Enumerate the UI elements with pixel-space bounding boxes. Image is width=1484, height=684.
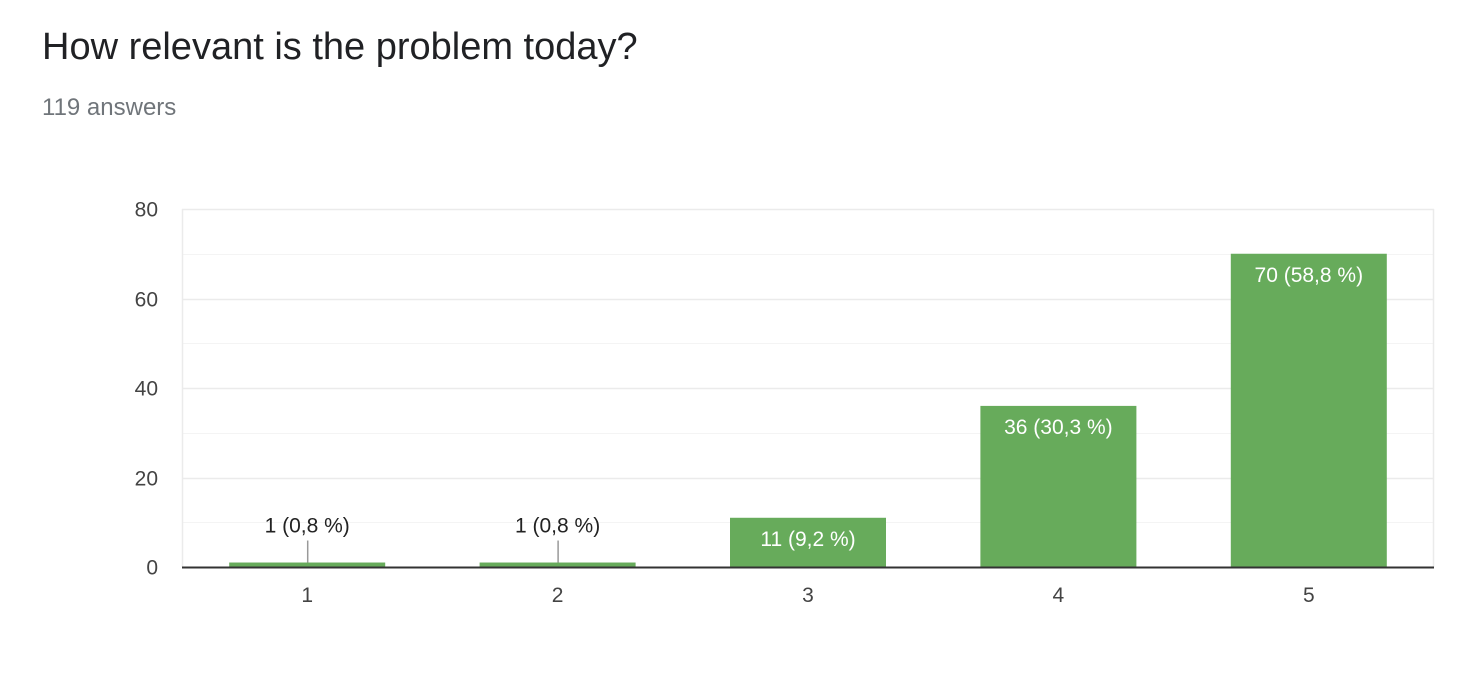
y-tick-label: 80: [135, 199, 158, 222]
bar: [479, 562, 636, 567]
data-label: 11 (9,2 %): [760, 528, 855, 551]
question-title: How relevant is the problem today?: [42, 26, 638, 68]
y-tick-label: 20: [135, 468, 158, 491]
x-tick-label: 5: [1303, 584, 1315, 607]
data-label: 36 (30,3 %): [1004, 416, 1113, 439]
x-tick-label: 3: [802, 584, 814, 607]
x-tick-label: 4: [1053, 584, 1065, 607]
bar: [1230, 253, 1387, 567]
bar: [730, 517, 886, 567]
y-tick-label: 60: [135, 289, 158, 312]
bar: [229, 562, 386, 567]
answer-count: 119 answers: [42, 94, 177, 121]
x-tick-label: 2: [552, 584, 564, 607]
x-tick-label: 1: [301, 584, 313, 607]
data-label: 1 (0,8 %): [265, 515, 350, 538]
bar: [980, 405, 1137, 567]
y-tick-label: 0: [146, 557, 158, 580]
data-label: 70 (58,8 %): [1255, 264, 1364, 287]
y-tick-label: 40: [135, 378, 158, 401]
data-label: 1 (0,8 %): [515, 515, 600, 538]
